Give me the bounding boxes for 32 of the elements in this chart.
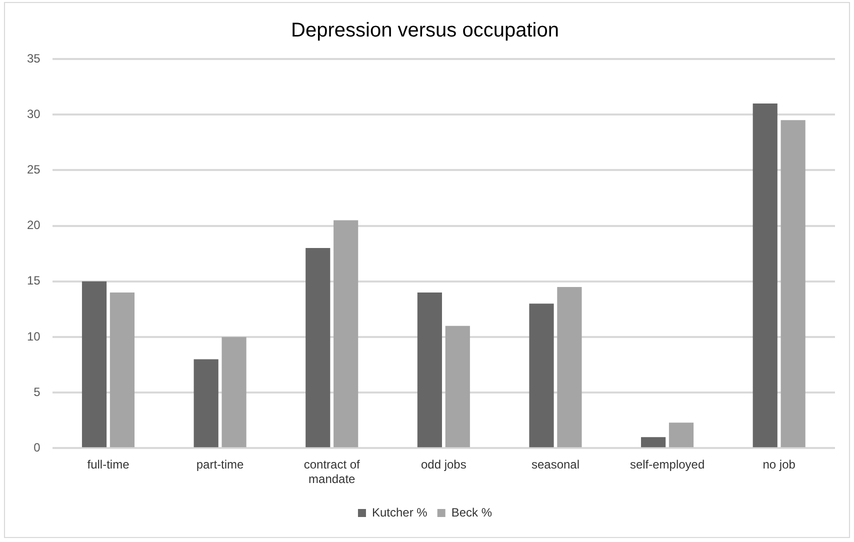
legend-label: Beck % bbox=[451, 505, 492, 520]
y-tick-label: 5 bbox=[34, 384, 41, 399]
chart-title: Depression versus occupation bbox=[291, 20, 559, 42]
bar bbox=[641, 437, 666, 448]
bar bbox=[334, 220, 358, 448]
legend-label: Kutcher % bbox=[372, 505, 428, 520]
bar bbox=[110, 292, 135, 448]
x-tick-label: contract of mandate bbox=[304, 458, 361, 486]
x-tick-label: seasonal bbox=[531, 458, 580, 472]
x-tick-label: full-time bbox=[87, 458, 130, 472]
y-tick-label: 25 bbox=[26, 162, 41, 177]
y-tick-label: 20 bbox=[26, 218, 41, 232]
bar bbox=[194, 359, 218, 448]
bar bbox=[780, 120, 806, 448]
bar bbox=[82, 281, 107, 448]
bar bbox=[222, 337, 246, 448]
x-tick-label: part-time bbox=[196, 458, 244, 472]
bar bbox=[306, 248, 330, 448]
y-tick-label: 0 bbox=[34, 440, 41, 455]
x-tick-label: no job bbox=[762, 458, 796, 472]
y-tick-label: 15 bbox=[26, 274, 41, 288]
bar bbox=[752, 103, 778, 448]
bar bbox=[417, 292, 442, 448]
bar bbox=[557, 286, 582, 448]
y-tick-label: 30 bbox=[26, 106, 41, 121]
y-tick-label: 35 bbox=[26, 51, 41, 66]
x-tick-label: self-employed bbox=[630, 458, 705, 472]
x-tick-label: odd jobs bbox=[420, 458, 466, 472]
bar bbox=[529, 304, 554, 448]
bar bbox=[445, 326, 470, 448]
y-tick-label: 10 bbox=[26, 329, 41, 344]
bar bbox=[668, 422, 694, 448]
